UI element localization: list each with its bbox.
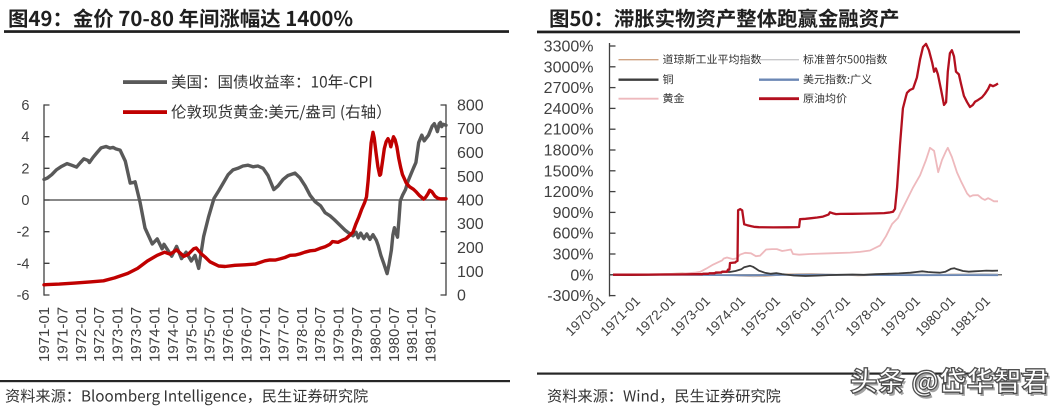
svg-text:100: 100 <box>457 264 484 281</box>
svg-text:1972-07: 1972-07 <box>91 307 108 362</box>
svg-text:0: 0 <box>457 288 466 305</box>
svg-text:1200%: 1200% <box>544 184 594 201</box>
svg-text:1971-01: 1971-01 <box>36 307 53 362</box>
svg-text:1500%: 1500% <box>544 163 594 180</box>
svg-text:1975-07: 1975-07 <box>202 307 219 362</box>
svg-text:-300%: -300% <box>547 288 593 305</box>
svg-text:1978-07: 1978-07 <box>312 307 329 362</box>
svg-text:1979-01: 1979-01 <box>331 307 348 362</box>
svg-text:1976-01: 1976-01 <box>220 307 237 362</box>
svg-text:200: 200 <box>457 240 484 257</box>
svg-text:300%: 300% <box>553 247 594 264</box>
svg-text:1973-01: 1973-01 <box>110 307 127 362</box>
svg-text:1974-01: 1974-01 <box>147 307 164 362</box>
svg-text:2: 2 <box>21 161 29 177</box>
svg-text:-6: -6 <box>17 288 30 304</box>
svg-text:-2: -2 <box>17 225 30 241</box>
svg-text:1974-07: 1974-07 <box>165 307 182 362</box>
svg-text:6: 6 <box>21 98 29 114</box>
svg-text:1975-01: 1975-01 <box>183 307 200 362</box>
svg-text:1972-01: 1972-01 <box>73 307 90 362</box>
svg-text:400: 400 <box>457 193 484 210</box>
svg-text:2700%: 2700% <box>544 80 594 97</box>
svg-text:900%: 900% <box>553 205 594 222</box>
svg-text:2400%: 2400% <box>544 101 594 118</box>
svg-text:300: 300 <box>457 216 484 233</box>
svg-text:500: 500 <box>457 169 484 186</box>
svg-text:1971-07: 1971-07 <box>54 307 71 362</box>
svg-text:2100%: 2100% <box>544 122 594 139</box>
svg-text:1981-07: 1981-07 <box>423 307 440 362</box>
svg-text:1980-07: 1980-07 <box>386 307 403 362</box>
svg-text:1978-01: 1978-01 <box>294 307 311 362</box>
svg-text:1980-01: 1980-01 <box>367 307 384 362</box>
svg-text:1979-07: 1979-07 <box>349 307 366 362</box>
svg-text:1977-07: 1977-07 <box>275 307 292 362</box>
svg-text:0: 0 <box>21 193 29 209</box>
svg-text:1981-01: 1981-01 <box>404 307 421 362</box>
svg-text:3000%: 3000% <box>544 59 594 76</box>
svg-text:600%: 600% <box>553 226 594 243</box>
svg-text:1800%: 1800% <box>544 143 594 160</box>
svg-text:800: 800 <box>457 98 484 115</box>
svg-text:1977-01: 1977-01 <box>257 307 274 362</box>
svg-text:-4: -4 <box>17 256 30 272</box>
svg-text:700: 700 <box>457 121 484 138</box>
svg-text:4: 4 <box>21 130 29 146</box>
svg-text:1976-07: 1976-07 <box>239 307 256 362</box>
svg-text:0%: 0% <box>570 267 593 284</box>
svg-text:3300%: 3300% <box>544 39 594 56</box>
svg-text:600: 600 <box>457 145 484 162</box>
svg-text:1973-07: 1973-07 <box>128 307 145 362</box>
